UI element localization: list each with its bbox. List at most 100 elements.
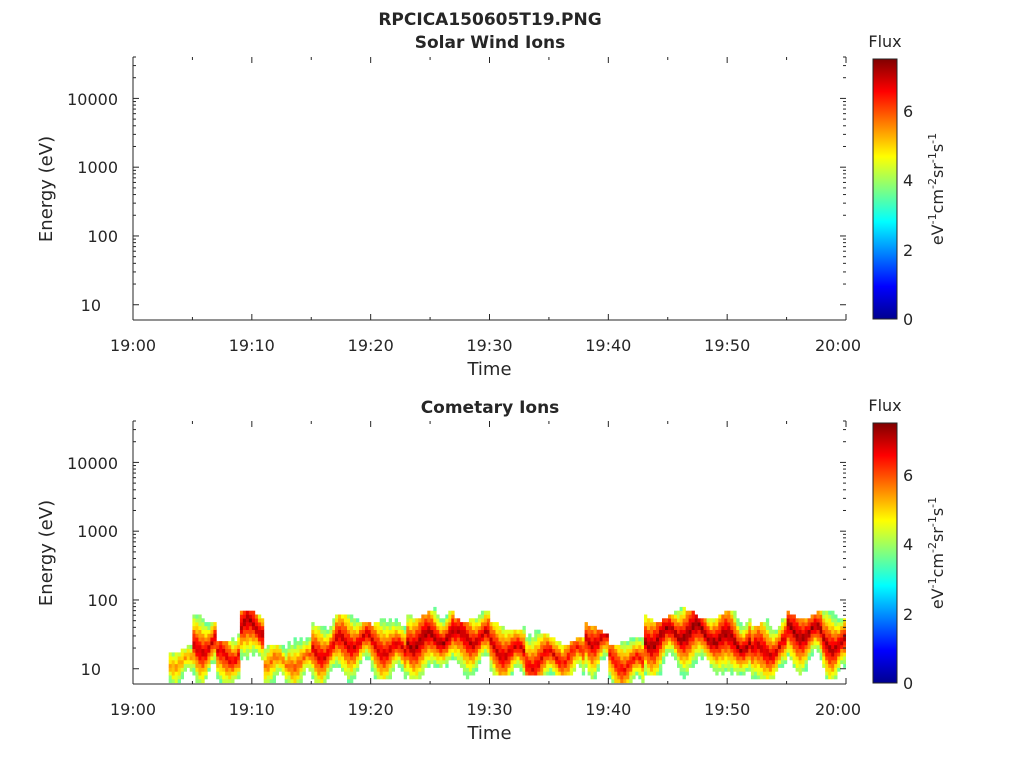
heatmap-cell [792,618,796,623]
heatmap-cell [822,644,826,649]
heatmap-cell [290,656,294,661]
heatmap-cell [516,652,520,657]
heatmap-cell [462,671,467,676]
heatmap-cell [278,660,282,665]
heatmap-cell [703,641,707,646]
heatmap-cell [468,633,473,638]
heatmap-cell [394,637,398,642]
heatmap-cell [263,675,267,680]
heatmap-cell [225,671,229,676]
heatmap-cell [350,667,354,672]
heatmap-cell [409,652,413,657]
heatmap-cell [177,663,181,668]
heatmap-cell [626,667,630,672]
heatmap-cell [391,637,395,642]
heatmap-cell [742,656,746,661]
heatmap-cell [406,618,410,623]
heatmap-cell [492,656,496,661]
heatmap-cell [213,652,217,657]
heatmap-cell [694,633,698,638]
heatmap-cell [257,614,262,619]
heatmap-cell [430,610,434,615]
heatmap-cell [320,656,324,661]
heatmap-cell [608,656,612,661]
heatmap-cell [807,633,811,638]
heatmap-cell [653,652,657,657]
panel-title: Cometary Ions [421,398,560,418]
y-tick-label: 10 [81,660,101,679]
heatmap-cell [320,663,324,668]
heatmap-cell [780,648,785,653]
heatmap-cell [706,622,710,627]
heatmap-cell [424,614,428,619]
heatmap-cell [299,648,303,653]
heatmap-cell [228,667,232,672]
heatmap-cell [531,641,535,646]
heatmap-cell [335,633,339,638]
heatmap-cell [189,648,193,653]
heatmap-cell [486,629,491,634]
heatmap-cell [213,644,217,649]
heatmap-cell [739,641,743,646]
heatmap-cell [771,644,776,649]
heatmap-cell [239,629,244,634]
heatmap-cell [730,610,734,615]
heatmap-cell [783,644,788,649]
heatmap-cell [703,644,707,649]
heatmap-cell [679,663,683,668]
heatmap-cell [204,660,208,665]
heatmap-cell [486,625,491,630]
heatmap-cell [412,622,416,627]
heatmap-cell [653,671,657,676]
heatmap-cell [566,652,571,657]
heatmap-cell [290,671,294,676]
heatmap-cell [780,656,785,661]
heatmap-cell [659,625,663,630]
heatmap-cell [501,641,505,646]
heatmap-cell [248,625,253,630]
heatmap-cell [498,663,502,668]
heatmap-cell [581,660,586,665]
heatmap-cell [368,641,372,646]
heatmap-cell [403,637,407,642]
heatmap-cell [302,671,306,676]
heatmap-cell [216,675,220,680]
heatmap-cell [350,614,354,619]
heatmap-cell [682,641,686,646]
heatmap-cell [403,629,407,634]
heatmap-cell [468,641,473,646]
heatmap-cell [468,656,473,661]
heatmap-cell [700,618,704,623]
heatmap-cell [341,667,345,672]
heatmap-cell [748,656,752,661]
heatmap-cell [222,641,226,646]
heatmap-cell [771,656,776,661]
heatmap-cell [370,633,374,638]
heatmap-cell [727,614,731,619]
heatmap-cell [445,622,449,627]
heatmap-cell [656,671,660,676]
heatmap-cell [219,641,223,646]
heatmap-cell [341,660,345,665]
heatmap-cell [558,644,562,649]
colorbar-label: Flux [868,32,901,51]
heatmap-cell [843,629,846,634]
heatmap-cell [674,637,678,642]
heatmap-cell [641,648,645,653]
heatmap-cell [290,663,294,668]
heatmap-cell [807,644,811,649]
heatmap-cell [840,660,844,665]
heatmap-cell [266,671,270,676]
heatmap-cell [825,648,829,653]
heatmap-cell [709,633,713,638]
heatmap-cell [278,644,282,649]
heatmap-cell [242,644,247,649]
heatmap-cell [590,648,594,653]
heatmap-cell [762,629,767,634]
heatmap-cell [251,629,256,634]
heatmap-cell [665,637,669,642]
heatmap-cell [245,625,250,630]
heatmap-cell [329,641,333,646]
heatmap-cell [272,652,276,657]
heatmap-cell [584,648,588,653]
